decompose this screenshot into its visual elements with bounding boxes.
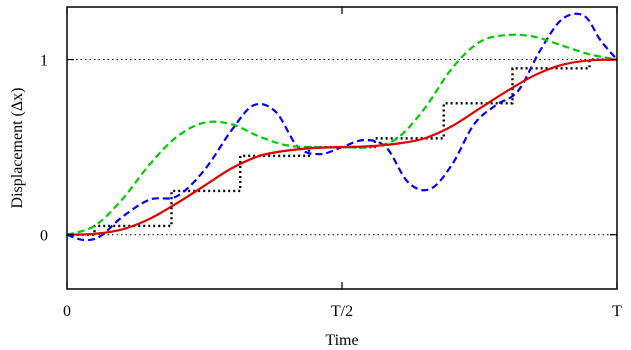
- series-line-2: [66, 33, 618, 236]
- y-tick-label-1: 1: [40, 53, 48, 70]
- series-line-3: [66, 58, 618, 236]
- axis-ticks: 0 T/2 T 0 1: [40, 7, 622, 320]
- series-lines: [66, 12, 618, 242]
- x-tick-label-1: T/2: [331, 303, 353, 320]
- y-tick-label-0: 0: [40, 228, 48, 245]
- x-tick-label-2: T: [612, 303, 622, 320]
- series-line-0: [67, 58, 617, 236]
- x-tick-label-0: 0: [63, 303, 71, 320]
- series-line-1: [66, 12, 618, 242]
- x-axis-label: Time: [325, 332, 358, 349]
- y-axis-label: Displacement (Δx): [9, 88, 26, 209]
- gridlines: [67, 59, 617, 236]
